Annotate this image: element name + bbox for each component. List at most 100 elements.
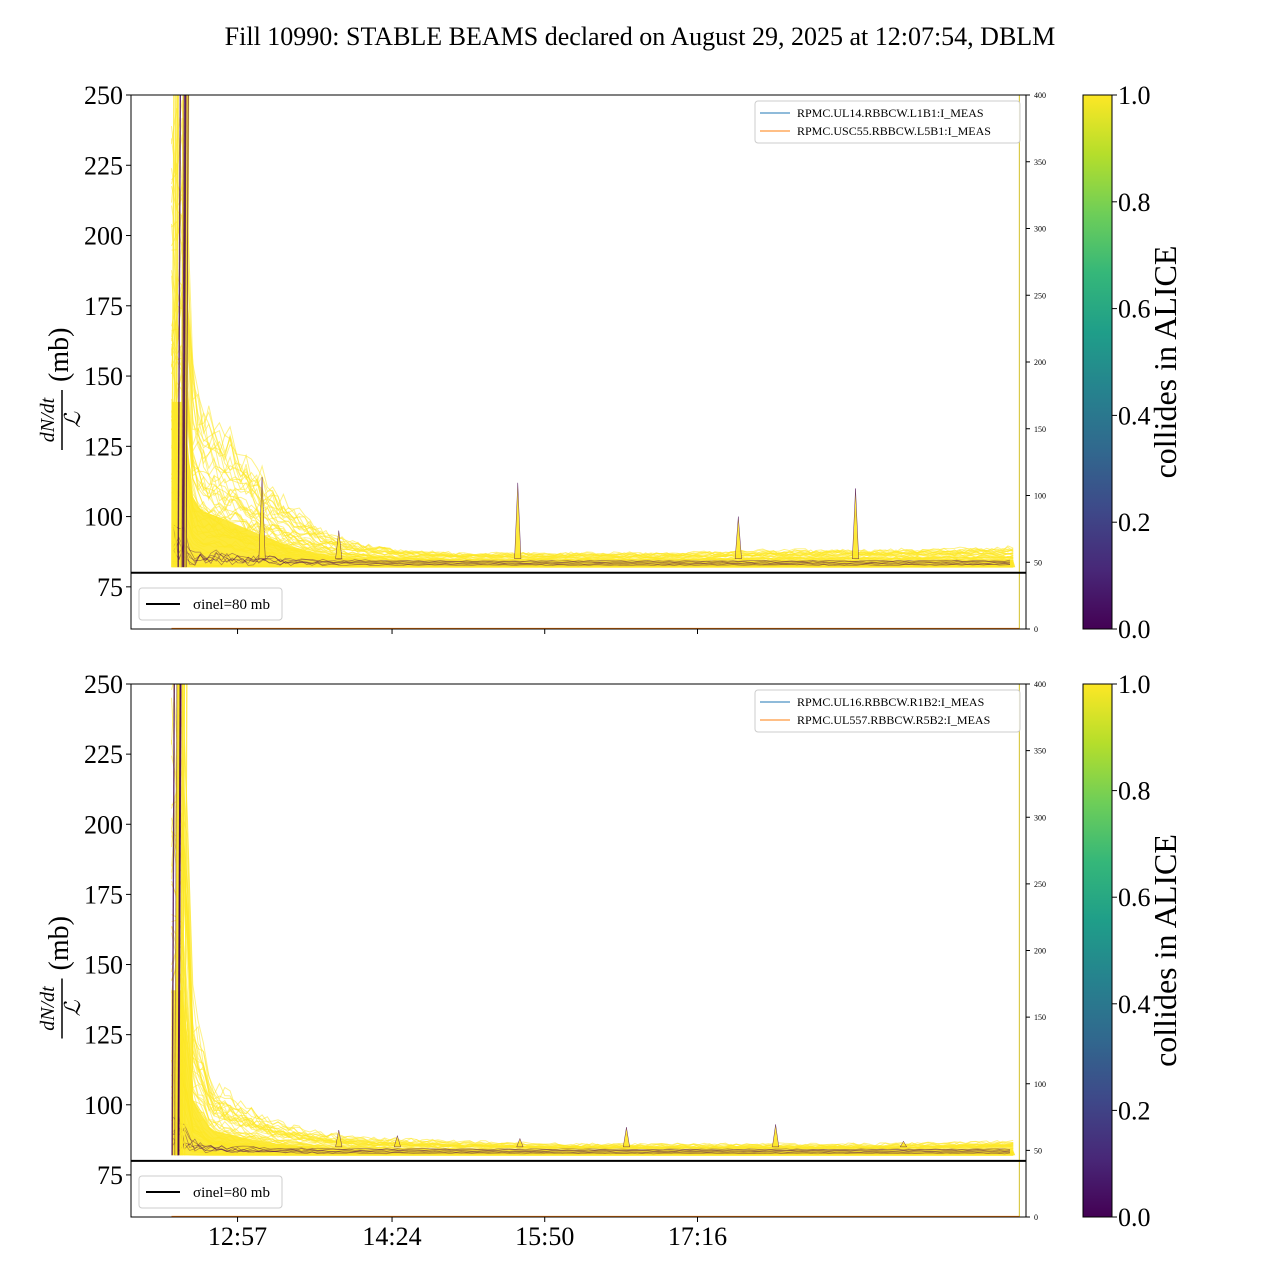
band-line [171, 100, 1014, 558]
right-y-tick-label: 0 [1034, 1213, 1038, 1222]
initial-spike [174, 95, 179, 568]
y-axis-label-denominator: ℒ [60, 999, 85, 1016]
spike-mark [899, 1140, 908, 1148]
y-axis-label-numerator: dN/dt [37, 986, 59, 1031]
legend-box [138, 1175, 283, 1209]
colorbar-tick-label: 0.0 [1118, 615, 1151, 644]
y-axis-label: dN/dt ℒ (mb) [37, 916, 85, 1039]
band-line [171, 830, 1014, 1150]
right-y-tick-label: 250 [1034, 880, 1046, 889]
y-tick-label: 150 [84, 362, 123, 391]
colorbar-tick-label: 0.8 [1118, 188, 1151, 217]
band-line [171, 919, 1014, 1151]
initial-spike [182, 95, 186, 568]
band-line [171, 270, 1014, 560]
band-line [171, 1039, 1014, 1154]
reference-legend: σinel=80 mb [138, 1175, 283, 1209]
band-line [171, 940, 1014, 1152]
colorbar-label: collides in ALICE [1147, 246, 1183, 479]
band-line [171, 914, 1014, 1152]
dark-trace [173, 1127, 1011, 1154]
plot-area [171, 95, 1020, 629]
initial-spike [174, 684, 179, 1156]
band-line [171, 790, 1014, 1149]
band-line [171, 453, 1014, 566]
legend-box [754, 689, 1021, 733]
right-y-tick-label: 150 [1034, 425, 1046, 434]
legend-label: RPMC.UL16.RBBCW.R1B2:I_MEAS [797, 695, 984, 709]
band-line [171, 829, 1014, 1150]
y-tick-label: 75 [97, 1161, 123, 1190]
dark-trace [173, 1125, 1011, 1155]
y-tick-label: 250 [84, 670, 123, 699]
band-line [171, 755, 1014, 1148]
y-tick-label: 225 [84, 740, 123, 769]
initial-spike [173, 95, 177, 568]
initial-spike [175, 95, 179, 568]
band-line [171, 134, 1014, 557]
band-line [171, 768, 1014, 1149]
legend-label: RPMC.USC55.RBBCW.L5B1:I_MEAS [797, 124, 991, 138]
band-line [171, 801, 1014, 1150]
dark-trace [173, 524, 1011, 562]
band-line [171, 346, 1014, 562]
colorbar-tick-label: 0.4 [1118, 990, 1151, 1019]
right-y-tick-label: 150 [1034, 1013, 1046, 1022]
initial-spike [171, 684, 175, 1156]
band-line [171, 342, 1014, 563]
dark-trace [173, 527, 1011, 566]
colorbar-tick-label: 0.4 [1118, 401, 1151, 430]
legend-label: RPMC.UL14.RBBCW.L1B1:I_MEAS [797, 106, 984, 120]
colorbar [1082, 683, 1113, 1218]
initial-spike [183, 95, 187, 568]
right-y-tick-label: 50 [1034, 1146, 1042, 1155]
band-line [171, 1038, 1014, 1154]
band-line [171, 811, 1014, 1150]
band-line [171, 205, 1014, 560]
band-line [171, 1008, 1014, 1153]
reference-legend-label: σinel=80 mb [193, 1185, 270, 1201]
y-axis-label-unit: (mb) [44, 916, 75, 970]
y-tick-label: 75 [97, 573, 123, 602]
band-line [171, 964, 1014, 1152]
band-line [171, 817, 1014, 1150]
y-tick-label: 175 [84, 292, 123, 321]
colorbar-label: collides in ALICE [1147, 834, 1183, 1067]
dark-trace [173, 1123, 1011, 1153]
band-line [171, 926, 1014, 1151]
band-line [171, 108, 1014, 557]
band-line [171, 354, 1014, 564]
right-y-tick-label: 0 [1034, 625, 1038, 634]
band-line [171, 697, 1014, 1148]
band-line [171, 793, 1014, 1149]
spike-mark [514, 482, 522, 559]
x-tick-label: 15:50 [515, 1222, 574, 1251]
colorbar-tick-label: 0.6 [1118, 295, 1151, 324]
x-tick-label: 12:57 [208, 1222, 267, 1251]
initial-spike [185, 95, 189, 568]
spike-mark [734, 516, 742, 559]
spike-mark [335, 530, 343, 559]
band-fill [171, 401, 1016, 568]
reference-legend: σinel=80 mb [138, 587, 283, 621]
dark-trace [173, 536, 1011, 565]
y-tick-label: 100 [84, 1091, 123, 1120]
band-line [171, 956, 1014, 1153]
right-y-tick-label: 100 [1034, 1080, 1046, 1089]
dark-trace [173, 1138, 1011, 1153]
y-axis-label-denominator: ℒ [60, 411, 85, 428]
colorbar [1082, 94, 1113, 630]
band-line [171, 118, 1014, 557]
initial-spike [180, 95, 184, 568]
band-line [171, 185, 1014, 558]
band-line [171, 223, 1014, 560]
y-tick-label: 225 [84, 151, 123, 180]
right-y-tick-label: 250 [1034, 291, 1046, 300]
dark-trace [173, 1117, 1011, 1151]
band-fill [171, 990, 1016, 1156]
figure-title: Fill 10990: STABLE BEAMS declared on Aug… [225, 22, 1056, 51]
band-line [171, 684, 1014, 1148]
spike-mark [335, 1130, 343, 1148]
spike-mark [623, 1127, 630, 1148]
initial-spike [171, 95, 175, 568]
